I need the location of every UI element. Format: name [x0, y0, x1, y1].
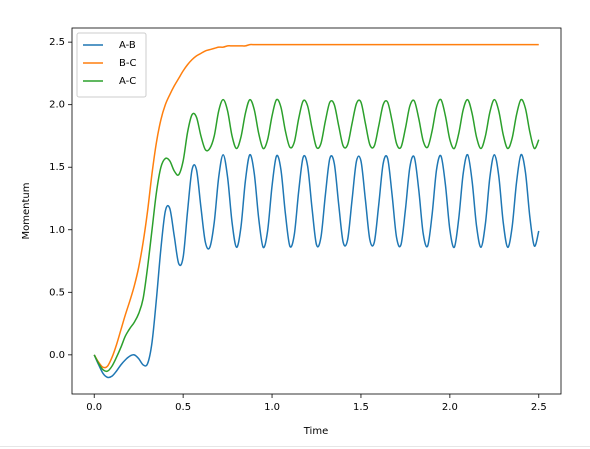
legend: A-B B-C A-C [76, 32, 147, 98]
y-tick-label: 0.5 [49, 287, 65, 298]
legend-label: A-C [119, 76, 136, 87]
x-axis-label: Time [303, 426, 328, 437]
y-tick-label: 2.5 [49, 37, 65, 48]
y-tick-label: 0.0 [49, 350, 65, 361]
x-tick-label: 0.5 [175, 402, 191, 413]
line-series [93, 98, 540, 373]
axes-frame [71, 27, 562, 395]
legend-label: B-C [119, 58, 136, 69]
y-tick-label: 1.0 [49, 225, 65, 236]
x-tick-label: 2.5 [531, 402, 547, 413]
line-series [93, 43, 539, 369]
x-tick-label: 2.0 [442, 402, 458, 413]
y-tick-label: 2.0 [49, 100, 65, 111]
legend-label: A-B [119, 40, 136, 51]
y-axis-label: Momentum [21, 183, 32, 240]
x-tick-label: 1.0 [264, 402, 280, 413]
x-tick-label: 0.0 [86, 402, 102, 413]
y-tick-label: 1.5 [49, 162, 65, 173]
line-series [93, 153, 540, 379]
x-tick-label: 1.5 [353, 402, 369, 413]
